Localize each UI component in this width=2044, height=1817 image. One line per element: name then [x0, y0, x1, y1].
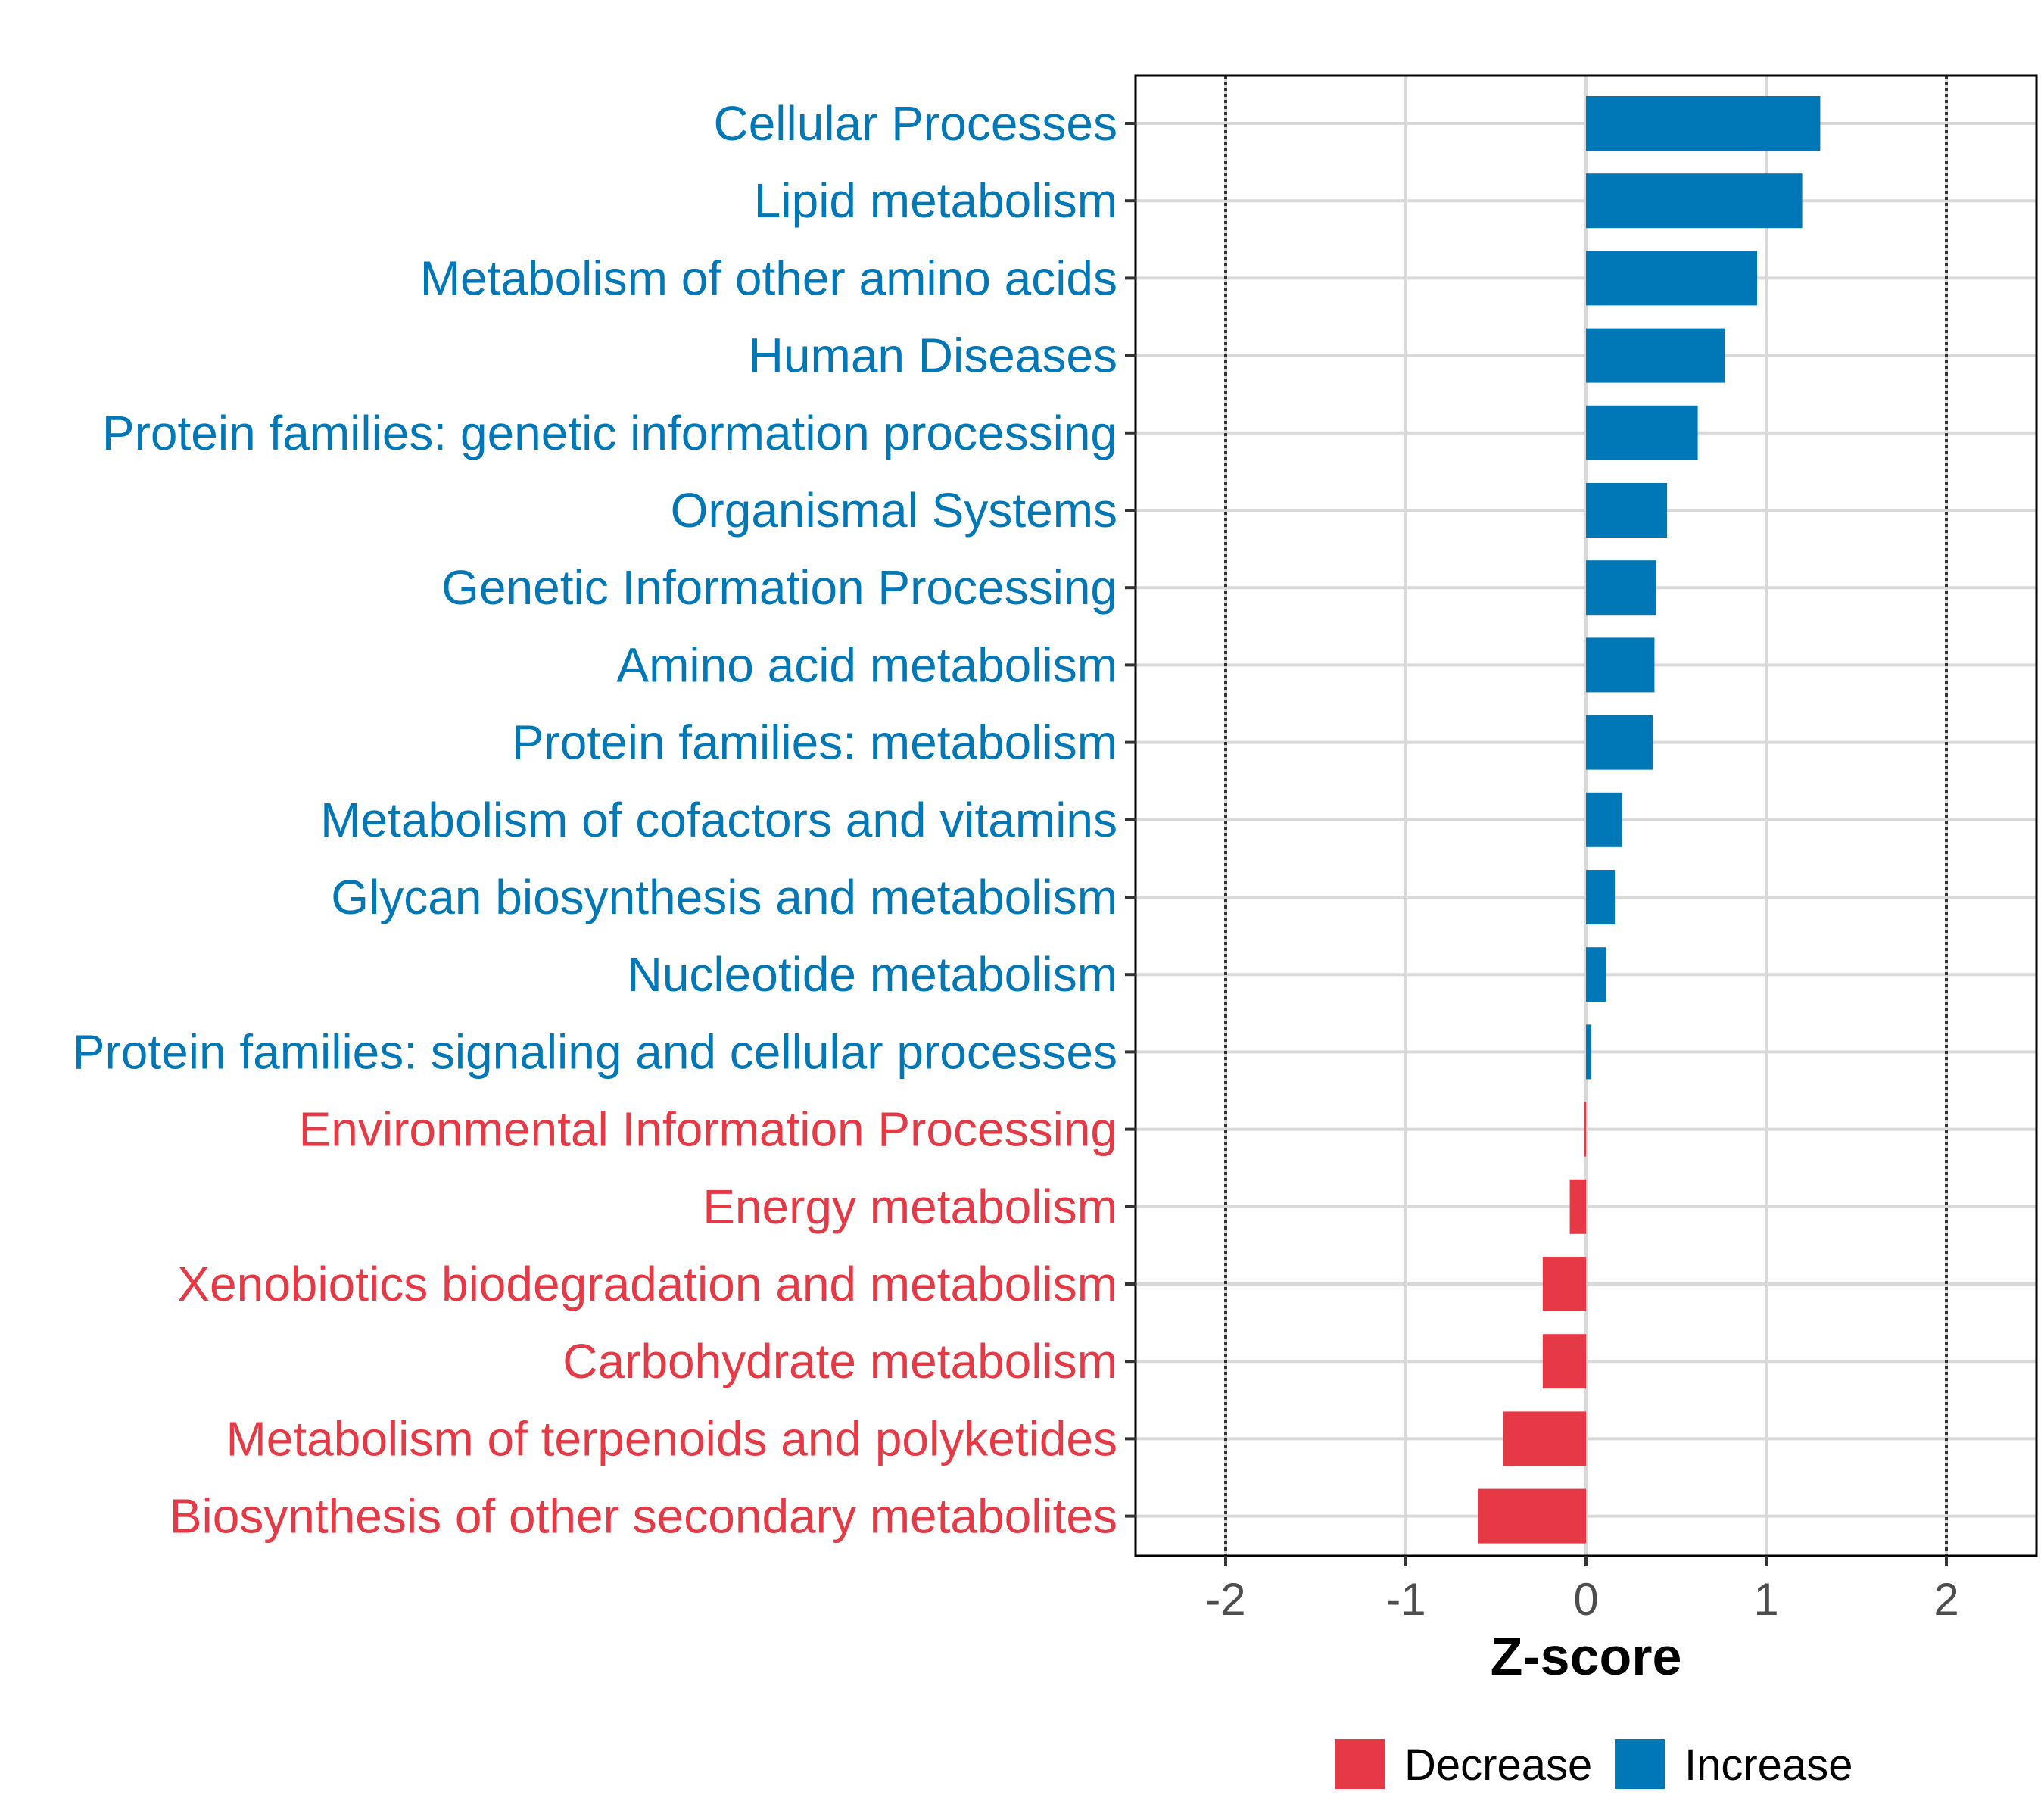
legend: Decrease Increase	[1335, 1739, 1852, 1790]
bar	[1586, 715, 1653, 770]
x-axis-ticks: -2 -1 0 1 2	[1205, 1556, 1959, 1625]
category-label: Protein families: signaling and cellular…	[73, 1024, 1117, 1079]
bar	[1542, 1257, 1586, 1311]
x-tick-label: 0	[1573, 1574, 1598, 1625]
x-tick-label: -1	[1385, 1574, 1426, 1625]
bar	[1586, 96, 1821, 151]
legend-swatch	[1335, 1739, 1385, 1789]
bar	[1586, 405, 1698, 460]
x-tick-label: 1	[1753, 1574, 1778, 1625]
category-label: Biosynthesis of other secondary metaboli…	[170, 1489, 1117, 1544]
bar	[1586, 483, 1668, 538]
category-label: Cellular Processes	[713, 96, 1117, 151]
bar	[1586, 173, 1803, 229]
category-label: Glycan biosynthesis and metabolism	[331, 870, 1117, 924]
bar	[1586, 560, 1656, 616]
reference-lines	[1224, 76, 1948, 1556]
bar	[1584, 1102, 1586, 1157]
bar	[1586, 637, 1655, 693]
category-label: Amino acid metabolism	[616, 637, 1117, 692]
category-label: Genetic Information Processing	[441, 560, 1117, 615]
category-label: Metabolism of other amino acids	[420, 251, 1117, 305]
bar	[1586, 1024, 1592, 1080]
bar	[1586, 328, 1725, 383]
x-axis-title: Z-score	[1491, 1627, 1682, 1686]
y-axis-ticks	[1125, 122, 1136, 1518]
category-label: Xenobiotics biodegradation and metabolis…	[177, 1257, 1117, 1311]
category-label: Protein families: metabolism	[512, 715, 1117, 770]
bar	[1586, 251, 1758, 306]
category-label: Nucleotide metabolism	[628, 947, 1117, 1002]
bar	[1586, 870, 1616, 924]
legend-label: Decrease	[1404, 1741, 1592, 1790]
x-tick-label: 2	[1933, 1574, 1958, 1625]
x-tick-label: -2	[1205, 1574, 1245, 1625]
category-labels: Cellular Processes Lipid metabolism Metabo…	[73, 96, 1117, 1544]
bar	[1569, 1179, 1586, 1234]
legend-swatch	[1615, 1739, 1665, 1789]
category-label: Lipid metabolism	[754, 173, 1117, 228]
category-label: Human Diseases	[749, 329, 1117, 383]
bar	[1542, 1334, 1586, 1389]
bar	[1478, 1488, 1586, 1544]
bar	[1586, 947, 1606, 1002]
legend-label: Increase	[1684, 1741, 1852, 1790]
bar	[1503, 1411, 1586, 1466]
category-label: Carbohydrate metabolism	[562, 1334, 1117, 1388]
category-label: Protein families: genetic information pr…	[102, 406, 1117, 460]
category-label: Environmental Information Processing	[299, 1102, 1117, 1157]
category-label: Organismal Systems	[671, 483, 1117, 538]
category-label: Metabolism of terpenoids and polyketides	[226, 1411, 1117, 1466]
bars	[1478, 96, 1821, 1544]
category-label: Energy metabolism	[703, 1180, 1117, 1234]
bar	[1586, 792, 1622, 847]
category-label: Metabolism of cofactors and vitamins	[320, 793, 1117, 847]
